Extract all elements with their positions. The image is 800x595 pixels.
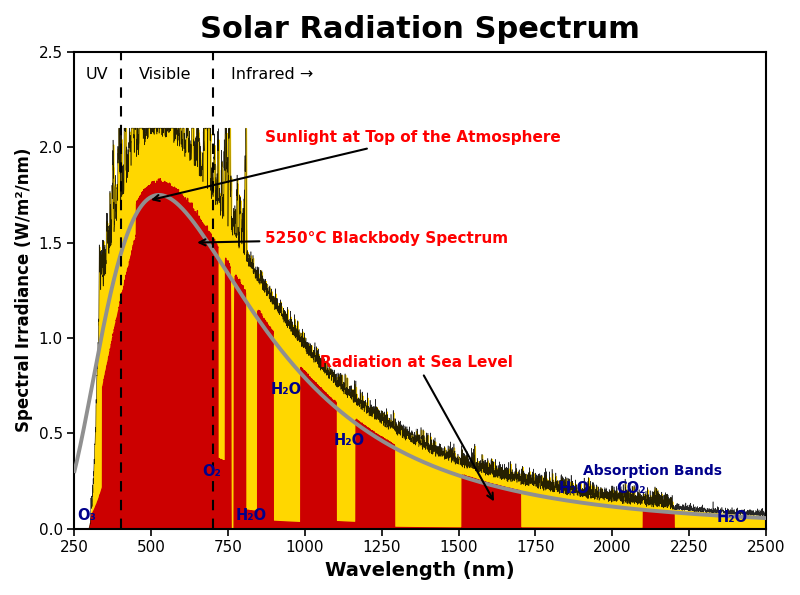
Text: 5250°C Blackbody Spectrum: 5250°C Blackbody Spectrum xyxy=(199,231,508,246)
Text: O₂: O₂ xyxy=(202,464,221,479)
Text: O₃: O₃ xyxy=(78,508,96,523)
Text: Visible: Visible xyxy=(139,67,191,82)
Text: Sunlight at Top of the Atmosphere: Sunlight at Top of the Atmosphere xyxy=(153,130,561,201)
Text: H₂O: H₂O xyxy=(235,508,266,523)
Text: Absorption Bands: Absorption Bands xyxy=(582,465,722,478)
Text: H₂O: H₂O xyxy=(558,481,590,496)
Text: Infrared →: Infrared → xyxy=(231,67,314,82)
Y-axis label: Spectral Irradiance (W/m²/nm): Spectral Irradiance (W/m²/nm) xyxy=(15,148,33,433)
Text: UV: UV xyxy=(86,67,108,82)
Text: H₂O: H₂O xyxy=(716,510,747,525)
Text: Radiation at Sea Level: Radiation at Sea Level xyxy=(320,355,513,499)
Text: H₂O: H₂O xyxy=(334,433,365,449)
Title: Solar Radiation Spectrum: Solar Radiation Spectrum xyxy=(200,15,640,44)
Text: CO₂: CO₂ xyxy=(616,481,646,496)
Text: H₂O: H₂O xyxy=(271,382,302,397)
X-axis label: Wavelength (nm): Wavelength (nm) xyxy=(326,561,515,580)
